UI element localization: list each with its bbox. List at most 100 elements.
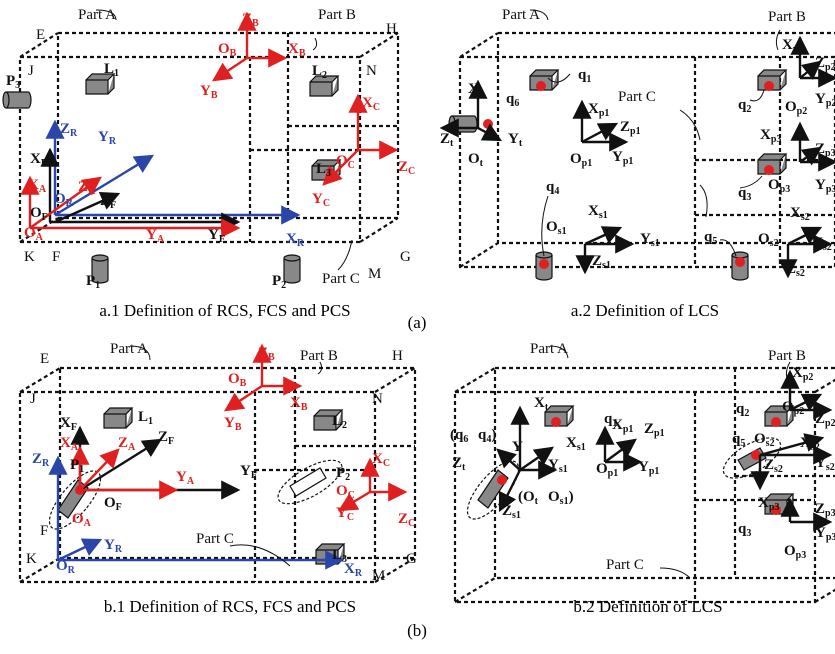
label: Zp3 <box>815 141 835 159</box>
label-subscript: 4 <box>554 186 559 197</box>
axis-arrow <box>226 386 262 410</box>
label-main: X <box>588 203 599 219</box>
label-subscript: t <box>480 158 484 169</box>
label-main: X <box>792 365 803 381</box>
feature-point <box>764 81 774 91</box>
label-main: X <box>800 435 811 451</box>
label: Part B <box>300 348 338 364</box>
label: ZR <box>60 121 78 139</box>
label-main: Z <box>100 193 110 209</box>
feature-point <box>497 475 507 485</box>
label: M <box>368 266 381 282</box>
label: Os1 <box>546 219 567 237</box>
feature-point <box>539 259 549 269</box>
label: G <box>400 249 411 265</box>
dashed-edge <box>20 368 60 392</box>
label-subscript: s1 <box>599 210 608 221</box>
label-main: O <box>54 191 66 207</box>
label-main: K <box>26 551 37 567</box>
label-main: O <box>758 231 770 247</box>
label-subscript: p3 <box>796 550 807 561</box>
label-subscript: 2 <box>322 70 327 81</box>
label: Part A <box>530 341 568 357</box>
label-main: O <box>570 151 582 167</box>
label-subscript: R <box>297 238 305 249</box>
label-main: H <box>392 348 403 364</box>
label-main: Z <box>764 457 774 473</box>
label: OF <box>104 495 122 513</box>
label-main: Z <box>242 11 252 27</box>
label-main: Z <box>398 159 408 175</box>
label: Os2 <box>754 431 775 449</box>
label-main: X <box>286 231 297 247</box>
label: Zp2 <box>815 55 835 73</box>
feature-point <box>551 417 561 427</box>
label-main: Z <box>815 55 825 71</box>
label-main: Z <box>118 435 128 451</box>
dashed-edge <box>360 218 398 242</box>
label-main: (q <box>450 427 464 443</box>
dashed-edge <box>460 33 498 57</box>
label: Os2 <box>758 231 779 249</box>
label: Part C <box>606 557 644 573</box>
label-subscript: A <box>84 518 92 529</box>
label-subscript: B <box>240 378 247 389</box>
label-subscript: s1 <box>577 442 586 453</box>
label-main: Z <box>815 501 825 517</box>
label: P3 <box>6 73 20 91</box>
page: a.1 Definition of RCS, FCS and PCSPart A… <box>0 0 835 654</box>
label: YB <box>224 415 242 433</box>
label-main: Z <box>592 253 602 269</box>
label-subscript: R <box>68 565 76 576</box>
label-subscript: R <box>109 136 117 147</box>
label-main: G <box>400 249 411 265</box>
label-subscript: C <box>408 166 415 177</box>
label: ZC <box>398 511 415 529</box>
label-subscript: s1 <box>512 510 521 521</box>
label-main: G <box>406 551 417 567</box>
label-main: Z <box>32 451 42 467</box>
label: Yp3 <box>815 525 835 543</box>
label: Xt <box>468 81 483 99</box>
label: (Ot <box>518 489 539 507</box>
label-main: Y <box>312 191 323 207</box>
label-main: K <box>24 249 35 265</box>
label: Op2 <box>782 399 804 417</box>
label: XF <box>30 151 47 169</box>
axis-arrow <box>214 58 247 80</box>
label-subscript: F <box>251 470 257 481</box>
label-subscript: s2 <box>826 462 835 473</box>
label-subscript: 1 <box>114 68 119 79</box>
dashed-edge <box>498 33 835 243</box>
label: H <box>386 21 397 37</box>
label-main: L <box>316 161 326 177</box>
label: Os1) <box>548 489 574 507</box>
label-subscript: F <box>41 158 47 169</box>
label-main: O <box>336 153 348 169</box>
label: Xp1 <box>588 101 609 119</box>
label: Yp3 <box>815 177 835 195</box>
feature-point <box>483 119 493 129</box>
label-subscript: B <box>268 352 275 363</box>
label-subscript: B <box>299 48 306 59</box>
label-main: O <box>468 151 480 167</box>
label-subscript: p2 <box>825 418 835 429</box>
label: q3 <box>738 521 751 539</box>
label: Xp1 <box>612 417 633 435</box>
label: XC <box>362 95 380 113</box>
label-main: P <box>70 457 79 473</box>
label-main: Y <box>815 91 826 107</box>
label-subscript: R <box>70 128 78 139</box>
label-main: P <box>86 273 95 289</box>
label-subscript: A <box>71 442 79 453</box>
part-block <box>104 408 132 428</box>
feature-point <box>771 417 781 427</box>
label: Zp2 <box>815 411 835 429</box>
label-main: O <box>548 489 560 505</box>
label-subscript: p3 <box>826 532 835 543</box>
label-main: Y <box>548 457 559 473</box>
label: ZA <box>118 435 136 453</box>
label-subscript: s2 <box>770 238 779 249</box>
label-subscript: s1 <box>559 464 568 475</box>
label: OR <box>54 191 74 209</box>
